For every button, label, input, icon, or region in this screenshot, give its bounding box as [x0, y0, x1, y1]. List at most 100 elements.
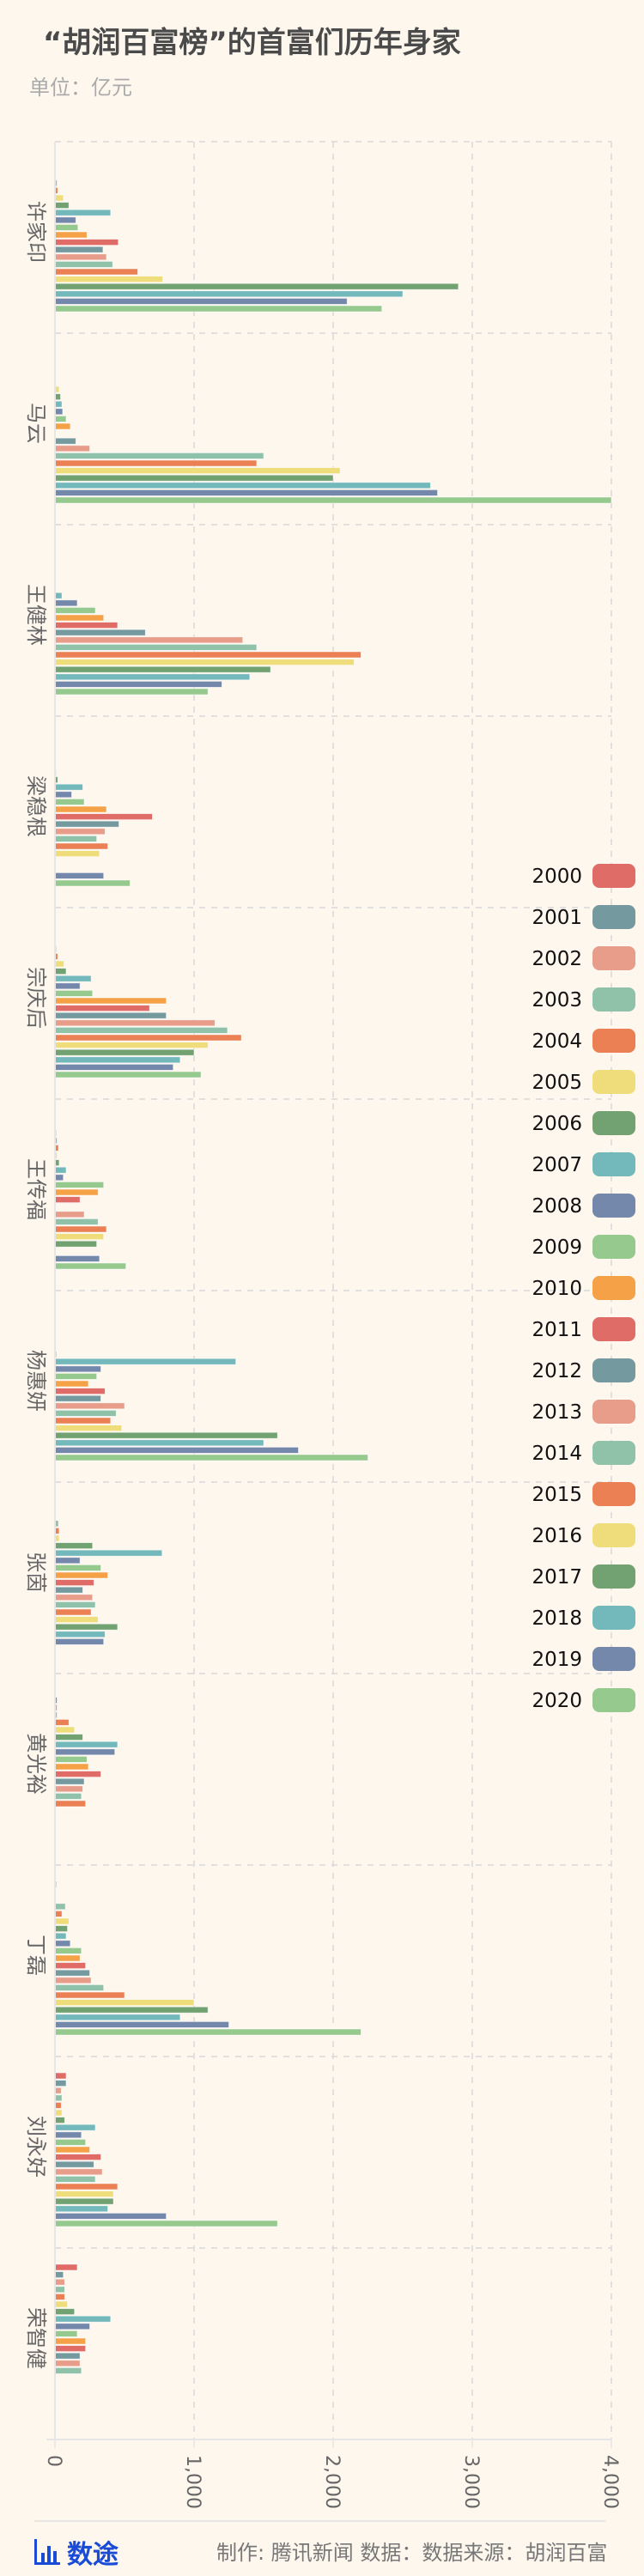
bar[interactable]	[54, 2138, 87, 2146]
bar[interactable]	[54, 1048, 195, 1056]
bar[interactable]	[54, 1763, 89, 1771]
bar[interactable]	[54, 2080, 67, 2087]
bar[interactable]	[54, 1233, 105, 1240]
legend-label[interactable]: 2002	[532, 948, 582, 970]
bar[interactable]	[54, 2175, 96, 2183]
bar[interactable]	[54, 1969, 90, 1977]
legend-swatch[interactable]	[592, 987, 635, 1012]
legend-label[interactable]: 2003	[532, 989, 582, 1012]
bar[interactable]	[54, 799, 85, 805]
bar[interactable]	[54, 445, 90, 453]
legend-swatch[interactable]	[592, 1647, 635, 1671]
bar[interactable]	[54, 1601, 96, 1608]
bar[interactable]	[54, 2330, 78, 2337]
bar[interactable]	[54, 2197, 114, 2205]
bar[interactable]	[54, 1594, 94, 1601]
bar[interactable]	[54, 2360, 81, 2367]
bar[interactable]	[54, 1166, 67, 1174]
bar[interactable]	[54, 1225, 107, 1233]
legend-label[interactable]: 2019	[532, 1649, 582, 1671]
bar[interactable]	[54, 1012, 167, 1019]
bar[interactable]	[54, 835, 97, 842]
bar[interactable]	[54, 2337, 87, 2345]
bar[interactable]	[54, 820, 119, 828]
bar[interactable]	[54, 1726, 76, 1734]
bar[interactable]	[54, 246, 104, 253]
bar[interactable]	[54, 644, 258, 651]
bar[interactable]	[54, 239, 119, 246]
legend-swatch[interactable]	[592, 1235, 635, 1259]
bar[interactable]	[54, 1439, 264, 1447]
bar[interactable]	[54, 1586, 83, 1594]
bar[interactable]	[54, 1425, 123, 1431]
legend-label[interactable]: 2001	[532, 907, 582, 929]
bar[interactable]	[54, 665, 271, 673]
legend-label[interactable]: 2013	[532, 1401, 582, 1424]
bar[interactable]	[54, 2072, 67, 2080]
bar[interactable]	[54, 437, 76, 445]
bar[interactable]	[54, 202, 70, 210]
legend-swatch[interactable]	[592, 1400, 635, 1424]
legend-label[interactable]: 2014	[532, 1443, 582, 1465]
bar[interactable]	[54, 1394, 101, 1402]
bar[interactable]	[54, 223, 79, 231]
bar[interactable]	[54, 607, 96, 614]
bar[interactable]	[54, 622, 118, 629]
legend-swatch[interactable]	[592, 1070, 635, 1094]
bar[interactable]	[54, 1188, 99, 1196]
bar[interactable]	[54, 1631, 106, 1638]
bar[interactable]	[54, 2345, 87, 2353]
bar[interactable]	[54, 2168, 103, 2176]
bar[interactable]	[54, 1638, 105, 1645]
bar[interactable]	[54, 2286, 65, 2293]
legend-swatch[interactable]	[592, 1029, 635, 1053]
bar[interactable]	[54, 2154, 101, 2161]
bar[interactable]	[54, 305, 383, 313]
bar[interactable]	[54, 1196, 81, 1203]
bar[interactable]	[54, 1917, 70, 1925]
bar[interactable]	[54, 1211, 85, 1218]
bar[interactable]	[54, 1756, 88, 1763]
bar[interactable]	[54, 2352, 81, 2360]
bar[interactable]	[54, 842, 108, 850]
bar[interactable]	[54, 975, 92, 982]
bar[interactable]	[54, 872, 105, 879]
bar[interactable]	[54, 1417, 112, 1425]
legend-label[interactable]: 2004	[532, 1030, 582, 1053]
bar[interactable]	[54, 1940, 71, 1947]
bar[interactable]	[54, 614, 105, 622]
legend-label[interactable]: 2011	[532, 1319, 582, 1341]
bar[interactable]	[54, 1608, 92, 1616]
bar[interactable]	[54, 1358, 237, 1365]
bar[interactable]	[54, 997, 167, 1005]
bar[interactable]	[54, 1365, 101, 1373]
bar[interactable]	[54, 2366, 82, 2374]
bar[interactable]	[54, 1999, 195, 2007]
bar[interactable]	[54, 1388, 106, 1394]
bar[interactable]	[54, 1771, 101, 1778]
legend-swatch[interactable]	[592, 1523, 635, 1547]
legend-label[interactable]: 2010	[532, 1278, 582, 1300]
legend-swatch[interactable]	[592, 1482, 635, 1506]
bar[interactable]	[54, 1071, 202, 1078]
bar[interactable]	[54, 1005, 150, 1012]
bar[interactable]	[54, 688, 209, 696]
bar[interactable]	[54, 489, 438, 496]
bar[interactable]	[54, 1719, 70, 1726]
bar[interactable]	[54, 1373, 97, 1380]
bar[interactable]	[54, 1557, 81, 1564]
bar[interactable]	[54, 1240, 97, 1248]
bar[interactable]	[54, 1410, 117, 1417]
bar[interactable]	[54, 659, 355, 665]
bar[interactable]	[54, 1616, 99, 1623]
bar[interactable]	[54, 2300, 68, 2308]
bar[interactable]	[54, 2323, 90, 2330]
bar[interactable]	[54, 1431, 278, 1439]
bar[interactable]	[54, 1174, 64, 1182]
bar[interactable]	[54, 1991, 125, 1999]
bar[interactable]	[54, 791, 72, 799]
bar[interactable]	[54, 1549, 163, 1557]
legend-swatch[interactable]	[592, 946, 635, 970]
legend-swatch[interactable]	[592, 1358, 635, 1382]
bar[interactable]	[54, 1962, 87, 1970]
